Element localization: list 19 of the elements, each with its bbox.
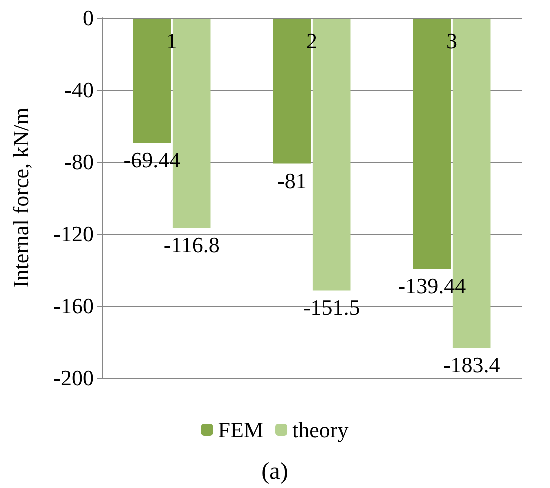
y-tick-label: -120: [54, 222, 94, 246]
x-tick-label: 1: [166, 28, 178, 54]
legend-label: theory: [292, 418, 349, 442]
data-label: -69.44: [124, 147, 181, 172]
text: (a): [262, 459, 288, 485]
data-label: -139.44: [398, 273, 466, 298]
y-tick-label: -40: [64, 78, 94, 102]
y-axis-title: Internal force, kN/m: [8, 108, 34, 288]
y-tick-label: 0: [83, 6, 94, 30]
y-tick-label: -160: [54, 294, 94, 318]
x-tick-label: 3: [446, 28, 458, 54]
legend-label: FEM: [218, 418, 264, 442]
x-tick-label: 2: [306, 28, 318, 54]
data-label: -116.8: [164, 232, 220, 258]
data-label: -81: [277, 168, 307, 194]
y-tick-label: -200: [54, 366, 94, 390]
y-tick-label: -80: [64, 150, 94, 174]
data-label: -151.5: [303, 295, 360, 320]
data-label: -183.4: [443, 352, 500, 378]
